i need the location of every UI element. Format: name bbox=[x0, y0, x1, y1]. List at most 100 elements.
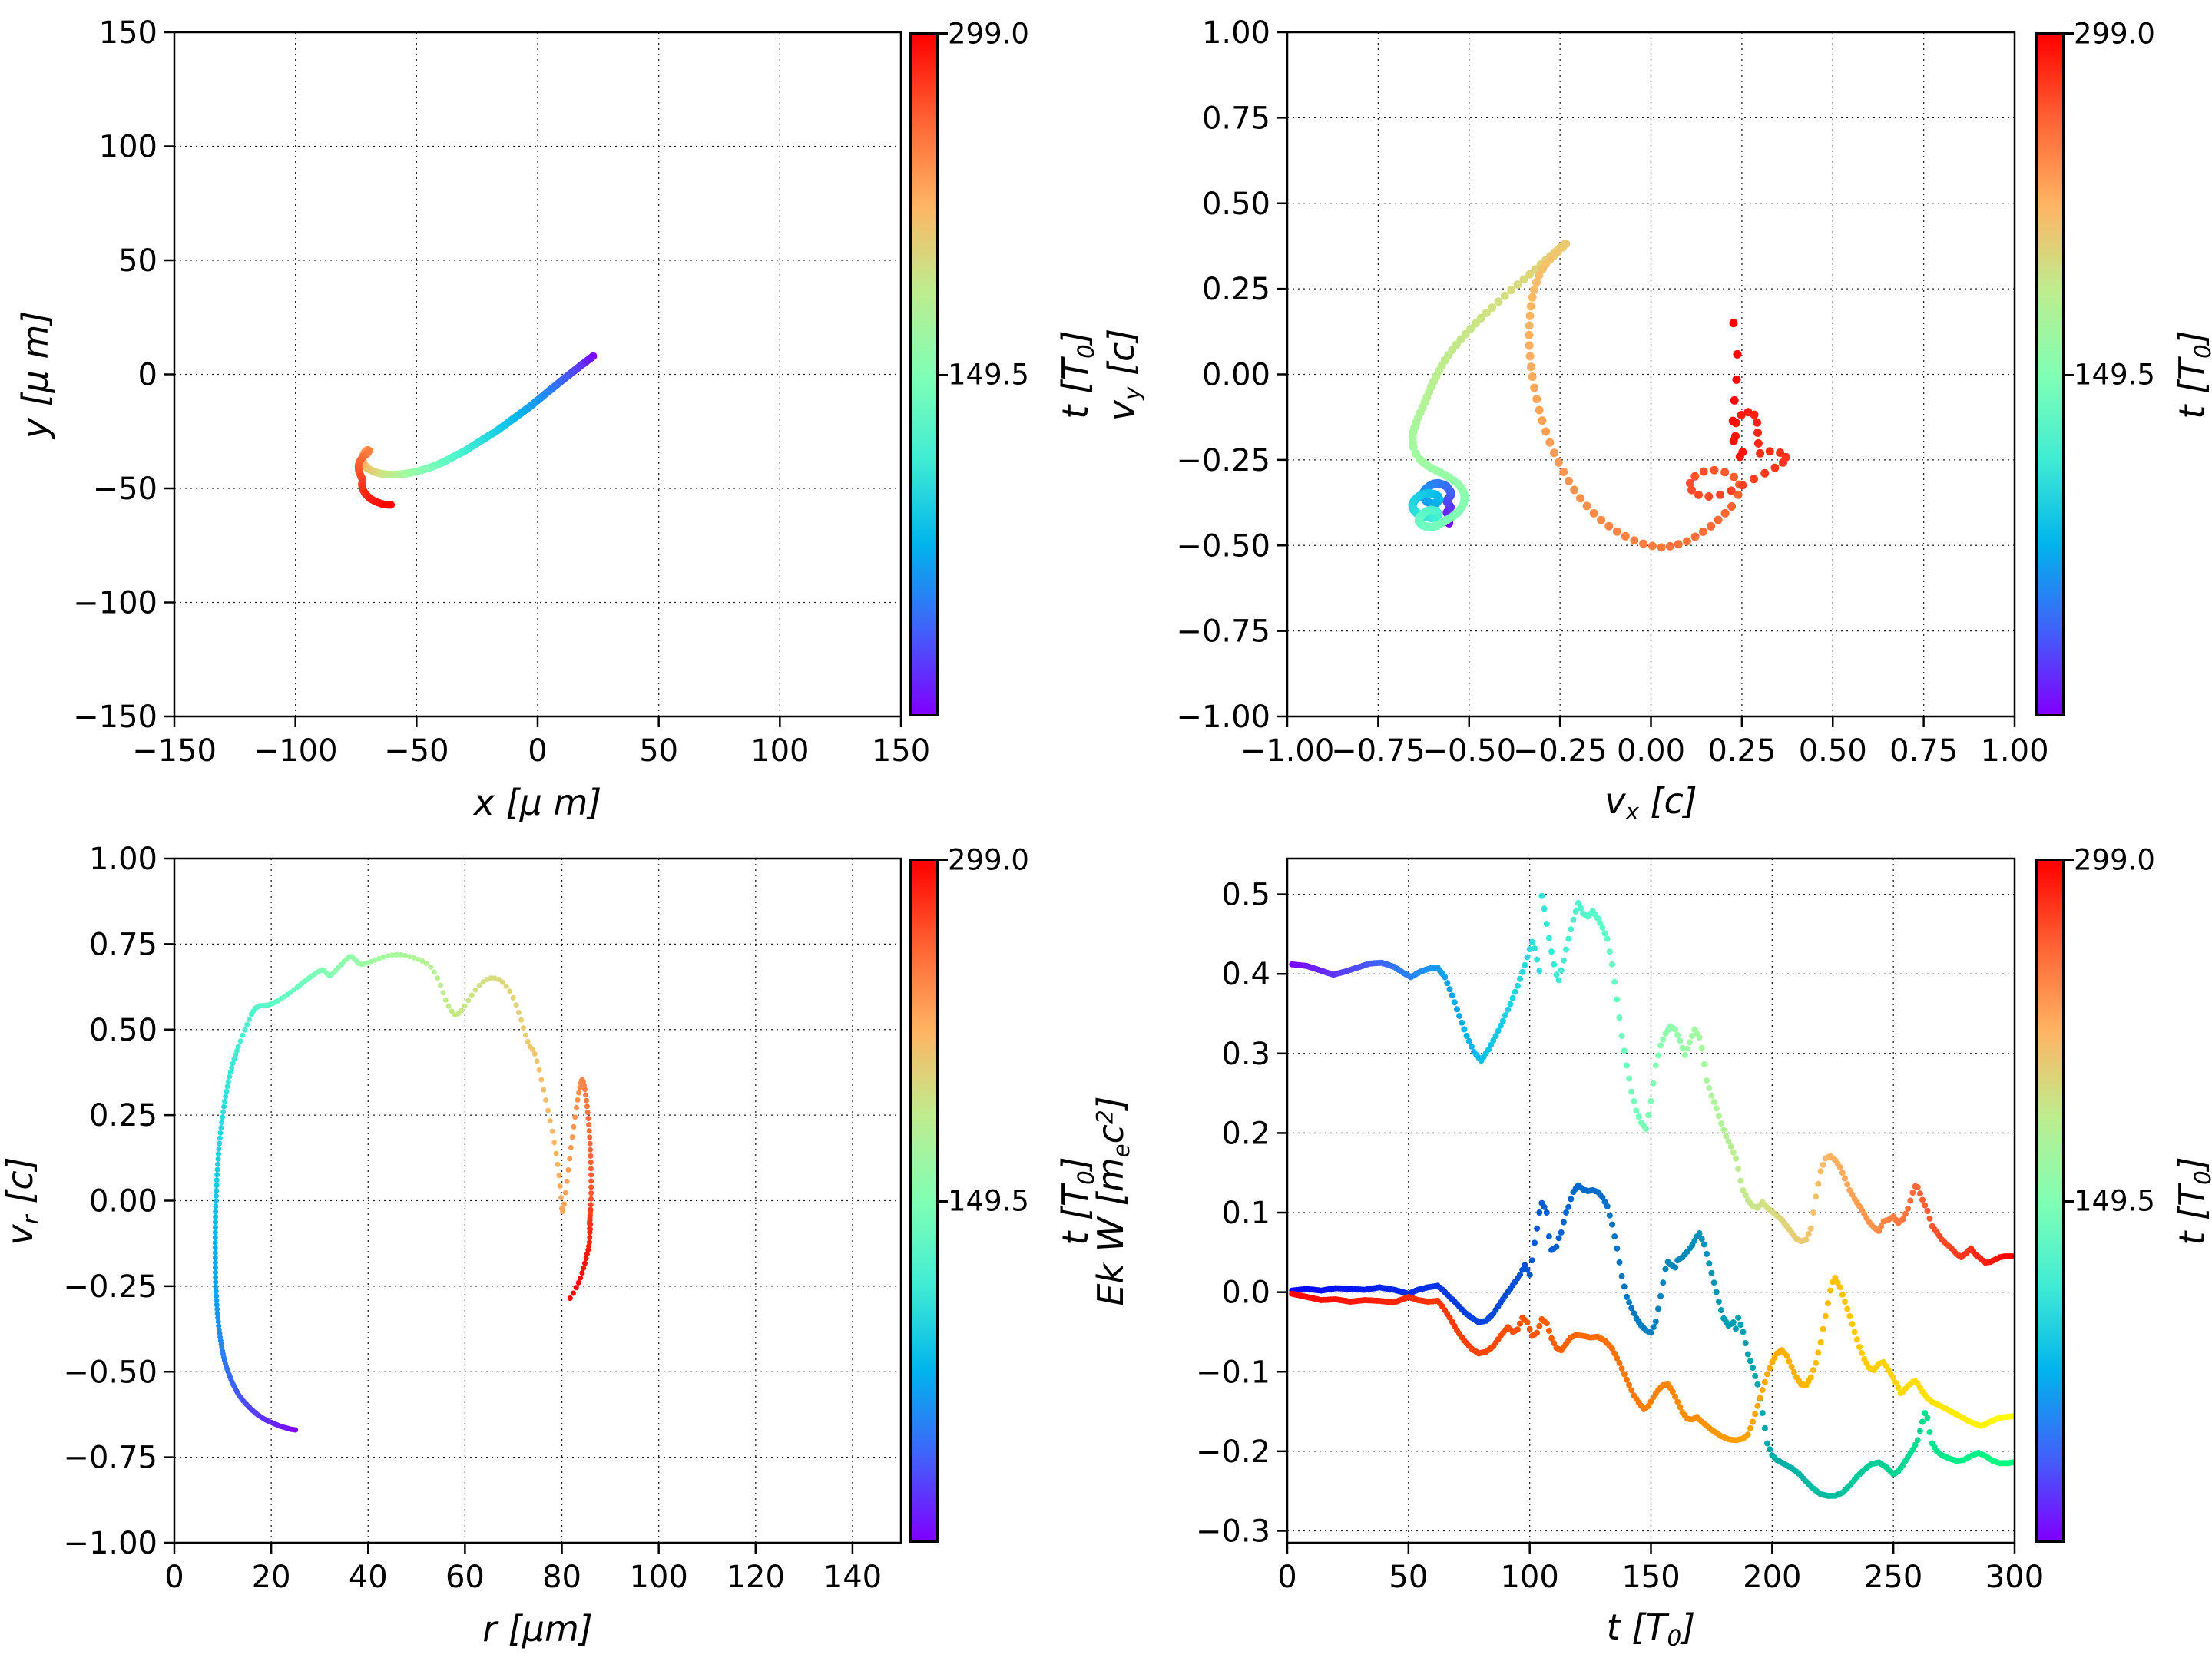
svg-text:250: 250 bbox=[1864, 1560, 1922, 1595]
rvr-plot-canvas: 0 20 40 60 80 100 120 140 1.00 0.75 0.50 0.25 0.00 −0… bbox=[63, 842, 902, 1595]
colorbar-tick-max: 299.0 bbox=[2074, 843, 2155, 877]
svg-text:−0.25: −0.25 bbox=[1513, 733, 1608, 769]
colorbar-tick-icon bbox=[2065, 32, 2074, 35]
vxvy-ylabel: vy [c] bbox=[1100, 328, 1146, 421]
colorbar-tick-mid: 149.5 bbox=[2074, 358, 2155, 391]
svg-text:1.00: 1.00 bbox=[89, 842, 157, 877]
svg-text:100: 100 bbox=[750, 733, 809, 769]
svg-text:0.25: 0.25 bbox=[1707, 733, 1776, 769]
svg-text:−0.2: −0.2 bbox=[1196, 1434, 1270, 1470]
svg-text:−0.50: −0.50 bbox=[1422, 733, 1516, 769]
energy-colorbar bbox=[2035, 859, 2065, 1543]
svg-text:0.50: 0.50 bbox=[1799, 733, 1867, 769]
energy-plot-canvas: 0 50 100 150 200 250 300 0.5 0.4 0.3 0.2 0.1 0.0 −0.1… bbox=[1196, 857, 2044, 1595]
colorbar-tick-icon bbox=[939, 859, 948, 861]
colorbar-tick-max: 299.0 bbox=[2074, 17, 2155, 51]
xy-colorbar bbox=[909, 32, 939, 716]
svg-text:−0.75: −0.75 bbox=[1176, 614, 1270, 650]
vxvy-plot-canvas: −1.00−0.75−0.50−0.25 0.00 0.25 0.50 0.75 1.00… bbox=[1176, 15, 2048, 769]
svg-text:0: 0 bbox=[164, 1560, 184, 1595]
svg-text:−0.75: −0.75 bbox=[63, 1441, 157, 1476]
svg-text:150: 150 bbox=[872, 733, 930, 769]
svg-text:−0.75: −0.75 bbox=[1331, 733, 1426, 769]
xy-ylabel: y [μ m] bbox=[15, 310, 56, 438]
svg-text:0: 0 bbox=[138, 358, 157, 393]
svg-text:−1.00: −1.00 bbox=[1176, 700, 1270, 735]
svg-text:−0.50: −0.50 bbox=[63, 1355, 157, 1390]
svg-text:300: 300 bbox=[1985, 1560, 2044, 1595]
svg-text:50: 50 bbox=[639, 733, 678, 769]
colorbar-tick-mid: 149.5 bbox=[948, 1184, 1029, 1217]
svg-text:60: 60 bbox=[445, 1560, 485, 1595]
svg-text:−150: −150 bbox=[132, 733, 217, 769]
colorbar-label: t [T0] bbox=[2171, 1156, 2212, 1246]
svg-text:−150: −150 bbox=[73, 700, 157, 735]
svg-text:40: 40 bbox=[349, 1560, 388, 1595]
svg-text:−0.1: −0.1 bbox=[1196, 1355, 1270, 1390]
svg-text:0.75: 0.75 bbox=[89, 927, 157, 962]
vxvy-xlabel: vx [c] bbox=[1604, 779, 1697, 826]
colorbar-tick-icon bbox=[939, 32, 948, 35]
colorbar-label: t [T0] bbox=[1054, 329, 1100, 419]
svg-text:0.50: 0.50 bbox=[1202, 187, 1270, 222]
svg-text:80: 80 bbox=[542, 1560, 581, 1595]
svg-text:0.3: 0.3 bbox=[1221, 1037, 1270, 1072]
svg-text:−0.3: −0.3 bbox=[1196, 1514, 1270, 1549]
svg-text:0.4: 0.4 bbox=[1221, 957, 1270, 992]
xy-plot-canvas: −150 −100 −50 0 50 100 150 150 100 50 0 −50 −100 −150 bbox=[73, 15, 930, 769]
svg-text:−1.00: −1.00 bbox=[1240, 733, 1335, 769]
svg-text:−50: −50 bbox=[384, 733, 449, 769]
svg-text:0.00: 0.00 bbox=[89, 1184, 157, 1219]
svg-text:−0.25: −0.25 bbox=[63, 1269, 157, 1305]
rvr-ylabel: vr [c] bbox=[0, 1156, 45, 1246]
xy-xlabel: x [μ m] bbox=[473, 782, 602, 823]
svg-text:150: 150 bbox=[1621, 1560, 1680, 1595]
svg-text:−0.25: −0.25 bbox=[1176, 443, 1270, 478]
svg-text:0: 0 bbox=[1277, 1560, 1296, 1595]
svg-text:100: 100 bbox=[99, 130, 157, 165]
svg-text:50: 50 bbox=[1389, 1560, 1428, 1595]
svg-text:0.75: 0.75 bbox=[1202, 101, 1270, 136]
svg-text:−100: −100 bbox=[253, 733, 338, 769]
svg-text:100: 100 bbox=[1500, 1560, 1558, 1595]
svg-text:−100: −100 bbox=[73, 586, 157, 621]
svg-text:200: 200 bbox=[1743, 1560, 1801, 1595]
colorbar-tick-max: 299.0 bbox=[948, 843, 1029, 877]
svg-text:0.00: 0.00 bbox=[1617, 733, 1685, 769]
svg-text:0.2: 0.2 bbox=[1221, 1116, 1270, 1151]
colorbar-tick-icon bbox=[939, 373, 948, 376]
svg-text:0: 0 bbox=[528, 733, 547, 769]
svg-text:0.25: 0.25 bbox=[1202, 272, 1270, 307]
svg-text:0.1: 0.1 bbox=[1221, 1196, 1270, 1231]
svg-text:120: 120 bbox=[727, 1560, 785, 1595]
colorbar-tick-icon bbox=[2065, 1199, 2074, 1203]
svg-text:50: 50 bbox=[118, 243, 157, 279]
svg-text:0.50: 0.50 bbox=[89, 1013, 157, 1048]
svg-text:−1.00: −1.00 bbox=[63, 1526, 157, 1561]
svg-text:0.0: 0.0 bbox=[1221, 1276, 1270, 1311]
svg-text:150: 150 bbox=[99, 15, 157, 51]
colorbar-tick-mid: 149.5 bbox=[948, 358, 1029, 391]
svg-text:140: 140 bbox=[823, 1560, 882, 1595]
rvr-colorbar bbox=[909, 859, 939, 1543]
svg-text:20: 20 bbox=[252, 1560, 291, 1595]
colorbar-label: t [T0] bbox=[2171, 329, 2212, 419]
svg-text:1.00: 1.00 bbox=[1202, 15, 1270, 51]
svg-text:0.25: 0.25 bbox=[89, 1098, 157, 1133]
colorbar-tick-icon bbox=[2065, 373, 2074, 376]
vxvy-colorbar bbox=[2035, 32, 2065, 716]
colorbar-tick-mid: 149.5 bbox=[2074, 1184, 2155, 1217]
svg-text:−50: −50 bbox=[93, 472, 157, 507]
svg-text:0.75: 0.75 bbox=[1889, 733, 1958, 769]
svg-text:−0.50: −0.50 bbox=[1176, 528, 1270, 564]
svg-text:0.5: 0.5 bbox=[1221, 878, 1270, 913]
svg-text:1.00: 1.00 bbox=[1980, 733, 2048, 769]
colorbar-tick-icon bbox=[939, 1199, 948, 1203]
colorbar-tick-max: 299.0 bbox=[948, 17, 1029, 51]
energy-xlabel: t [T0] bbox=[1606, 1606, 1696, 1652]
svg-text:0.00: 0.00 bbox=[1202, 358, 1270, 393]
svg-text:100: 100 bbox=[629, 1560, 687, 1595]
rvr-xlabel: r [μm] bbox=[482, 1608, 593, 1649]
colorbar-tick-icon bbox=[2065, 859, 2074, 861]
